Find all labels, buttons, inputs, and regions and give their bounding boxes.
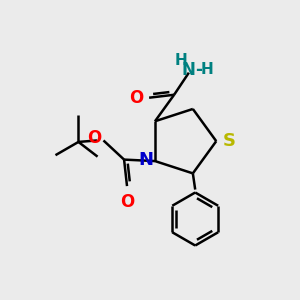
Text: O: O [87, 128, 101, 146]
Text: H: H [201, 62, 214, 77]
Text: O: O [120, 193, 134, 211]
Text: S: S [223, 132, 236, 150]
Text: H: H [175, 53, 188, 68]
Text: O: O [130, 89, 144, 107]
Text: -: - [195, 61, 202, 79]
Text: N: N [139, 151, 154, 169]
Text: N: N [182, 61, 196, 79]
